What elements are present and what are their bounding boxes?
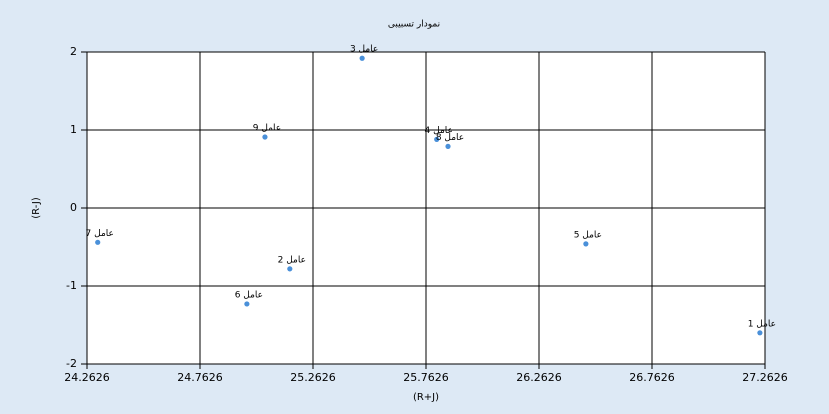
point-label: عامل 5 bbox=[574, 230, 602, 240]
y-tick-label: -1 bbox=[66, 279, 77, 292]
x-tick-label: 25.7626 bbox=[403, 371, 449, 384]
point-label: عامل 3 bbox=[350, 45, 378, 55]
point-label: عامل 6 bbox=[235, 290, 263, 300]
y-tick-label: 1 bbox=[70, 123, 77, 136]
x-tick-label: 26.2626 bbox=[516, 371, 562, 384]
x-tick-label: 24.7626 bbox=[177, 371, 223, 384]
point bbox=[95, 239, 101, 245]
x-tick-label: 24.2626 bbox=[64, 371, 110, 384]
point-label: عامل 4 bbox=[425, 126, 453, 136]
y-tick-label: 2 bbox=[70, 45, 77, 58]
point bbox=[262, 134, 268, 140]
point bbox=[434, 136, 440, 142]
x-tick-label: 25.2626 bbox=[290, 371, 336, 384]
point bbox=[757, 330, 763, 336]
chart-title: نمودار تسبیبی bbox=[388, 20, 440, 30]
point-label: عامل 2 bbox=[278, 255, 306, 265]
x-tick-label: 26.7626 bbox=[629, 371, 675, 384]
point bbox=[445, 143, 451, 149]
y-tick-label: -2 bbox=[66, 357, 77, 370]
y-axis-label: (R-J) bbox=[31, 197, 42, 219]
point-label: عامل 9 bbox=[253, 124, 281, 134]
point-label: عامل 1 bbox=[748, 319, 776, 329]
point bbox=[359, 55, 365, 61]
point bbox=[244, 301, 250, 307]
point bbox=[287, 266, 293, 272]
x-tick-label: 27.2626 bbox=[742, 371, 788, 384]
point bbox=[583, 241, 589, 247]
y-tick-label: 0 bbox=[70, 201, 77, 214]
point-label: عامل 7 bbox=[86, 229, 114, 239]
x-axis-label: (R+J) bbox=[413, 392, 439, 403]
point-label: عامل 8 bbox=[436, 133, 464, 143]
